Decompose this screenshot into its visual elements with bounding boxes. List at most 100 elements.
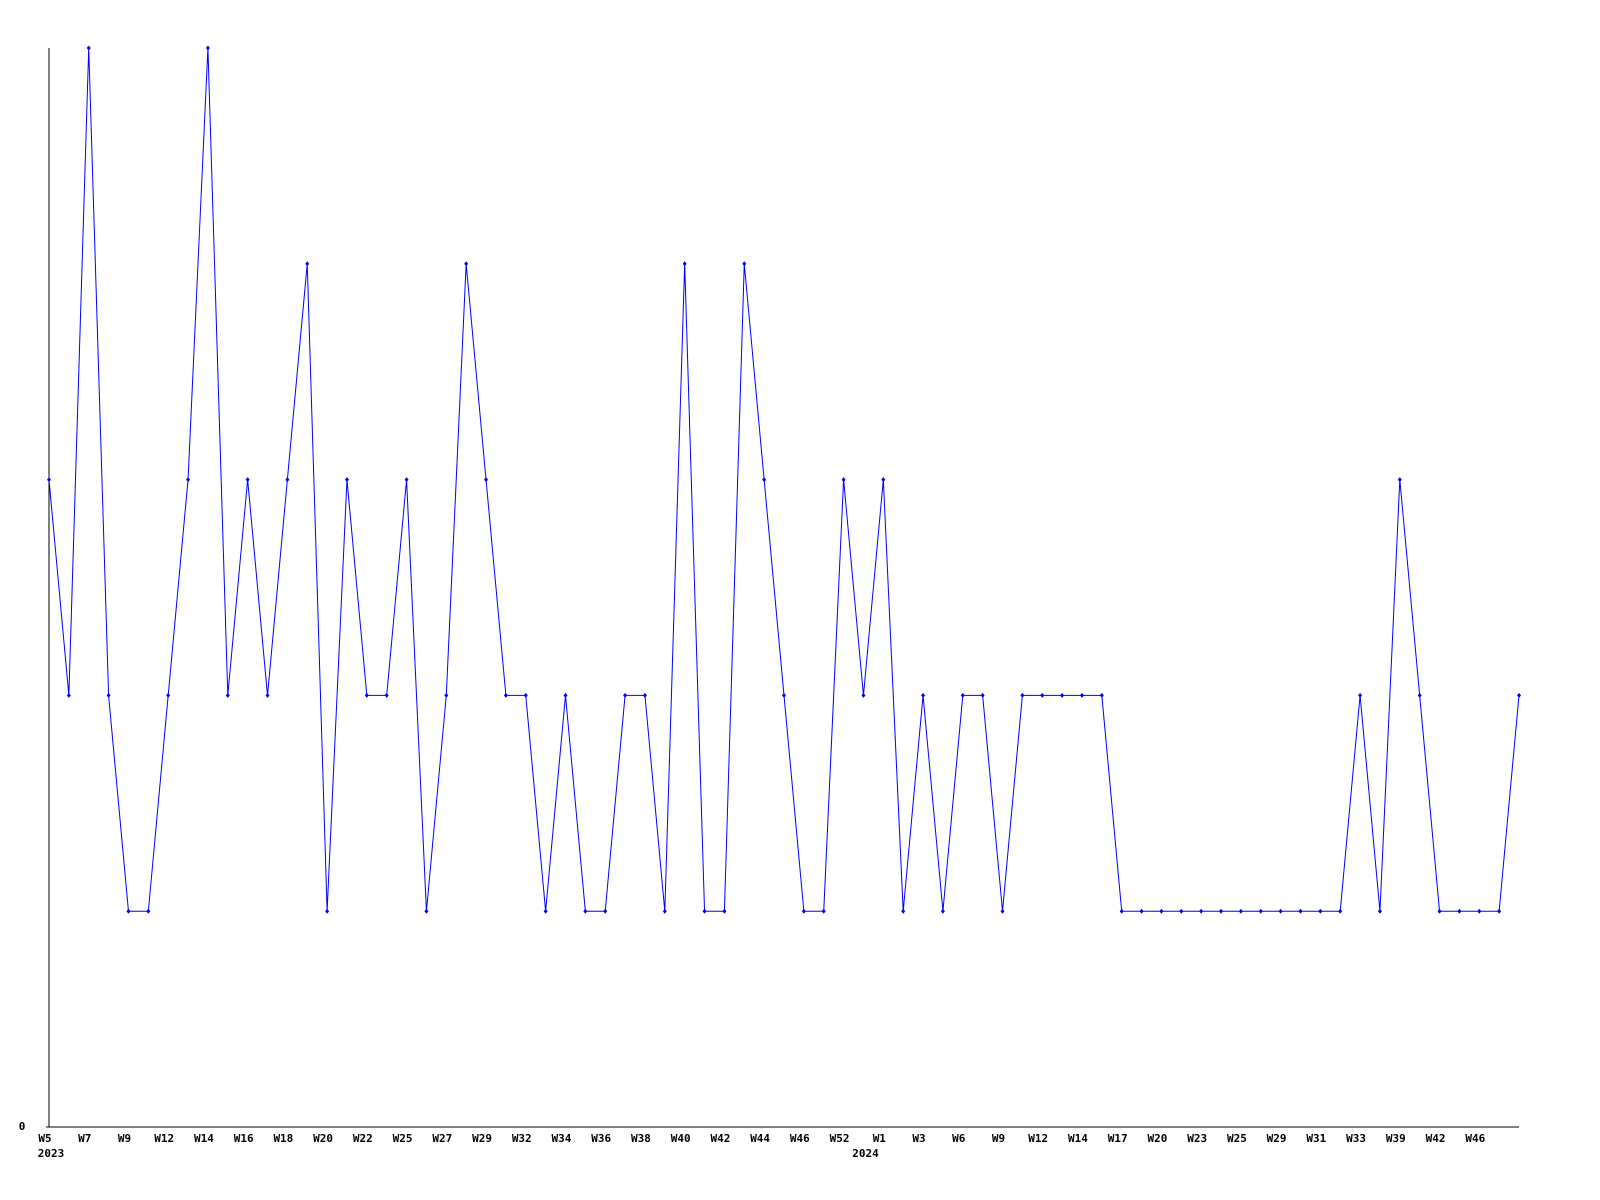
x-tick-label: W18: [273, 1132, 293, 1145]
x-tick-label: W34: [552, 1132, 572, 1145]
x-tick-label: W46: [790, 1132, 810, 1145]
x-tick-label: W42: [1426, 1132, 1446, 1145]
data-point: [225, 692, 230, 698]
x-tick-label: W31: [1306, 1132, 1326, 1145]
data-point: [1457, 908, 1462, 914]
data-point: [960, 692, 965, 698]
data-point: [325, 908, 330, 914]
data-point: [265, 692, 270, 698]
data-point: [980, 692, 985, 698]
x-tick-label: W40: [671, 1132, 691, 1145]
data-point: [762, 477, 767, 483]
data-point: [285, 477, 290, 483]
data-point: [444, 692, 449, 698]
data-point: [801, 908, 806, 914]
data-point: [484, 477, 489, 483]
data-point: [1199, 908, 1204, 914]
series-line: [48, 47, 1520, 912]
data-point: [404, 477, 409, 483]
data-point: [186, 477, 191, 483]
data-point: [861, 692, 866, 698]
data-point: [881, 477, 886, 483]
x-tick-label: W29: [472, 1132, 492, 1145]
data-point: [424, 908, 429, 914]
x-tick-label: W33: [1346, 1132, 1366, 1145]
data-point: [1000, 908, 1005, 914]
data-point: [662, 908, 667, 914]
data-point: [1298, 908, 1303, 914]
data-point: [305, 261, 310, 267]
data-point: [1397, 477, 1402, 483]
x-tick-label: W17: [1108, 1132, 1128, 1145]
x-tick-label: W25: [393, 1132, 413, 1145]
x-tick-label: W5: [38, 1132, 51, 1145]
data-point: [1258, 908, 1263, 914]
data-point: [1338, 908, 1343, 914]
data-point: [722, 908, 727, 914]
data-point: [682, 261, 687, 267]
data-point: [1497, 908, 1502, 914]
data-point: [901, 908, 906, 914]
x-year-label: 2023: [38, 1147, 65, 1160]
data-point: [1517, 692, 1521, 698]
data-point: [623, 692, 628, 698]
data-point: [742, 261, 747, 267]
data-point: [66, 692, 71, 698]
x-tick-label: W42: [710, 1132, 730, 1145]
data-point: [166, 692, 171, 698]
data-point: [1278, 908, 1283, 914]
data-point: [464, 261, 469, 267]
data-point: [1040, 692, 1045, 698]
x-tick-label: W1: [873, 1132, 887, 1145]
data-point: [86, 45, 91, 51]
data-point: [1377, 908, 1382, 914]
x-tick-label: W14: [1068, 1132, 1088, 1145]
x-tick-label: W39: [1386, 1132, 1406, 1145]
data-point: [126, 908, 131, 914]
x-tick-label: W44: [750, 1132, 770, 1145]
data-point: [1417, 692, 1422, 698]
data-point: [384, 692, 389, 698]
x-tick-label: W6: [952, 1132, 966, 1145]
x-tick-label: W7: [78, 1132, 91, 1145]
data-point: [205, 45, 210, 51]
data-point: [364, 692, 369, 698]
data-point: [821, 908, 826, 914]
data-point: [106, 692, 111, 698]
data-point: [146, 908, 151, 914]
data-point: [1238, 908, 1243, 914]
data-point: [782, 692, 786, 698]
x-tick-label: W20: [1147, 1132, 1167, 1145]
data-point: [1318, 908, 1323, 914]
x-tick-label: W52: [830, 1132, 850, 1145]
data-point: [543, 908, 548, 914]
data-point: [47, 477, 51, 483]
x-tick-label: W36: [591, 1132, 611, 1145]
data-point: [245, 477, 250, 483]
x-tick-label: W23: [1187, 1132, 1207, 1145]
data-point: [1219, 908, 1224, 914]
data-point: [1139, 908, 1144, 914]
x-tick-label: W29: [1267, 1132, 1287, 1145]
x-tick-label: W3: [912, 1132, 925, 1145]
data-point: [1159, 908, 1164, 914]
data-point: [940, 908, 945, 914]
data-point: [921, 692, 926, 698]
x-year-label: 2024: [852, 1147, 879, 1160]
y-tick-label: 0: [19, 1120, 26, 1133]
data-point: [1060, 692, 1065, 698]
data-point: [1079, 692, 1084, 698]
data-point: [1119, 908, 1124, 914]
data-point: [1020, 692, 1025, 698]
data-point: [702, 908, 707, 914]
data-point: [583, 908, 588, 914]
data-point: [563, 692, 568, 698]
x-tick-label: W12: [154, 1132, 174, 1145]
x-tick-label: W14: [194, 1132, 214, 1145]
data-point: [344, 477, 349, 483]
x-tick-label: W32: [512, 1132, 532, 1145]
data-point: [841, 477, 846, 483]
data-point: [603, 908, 608, 914]
x-tick-label: W16: [234, 1132, 254, 1145]
